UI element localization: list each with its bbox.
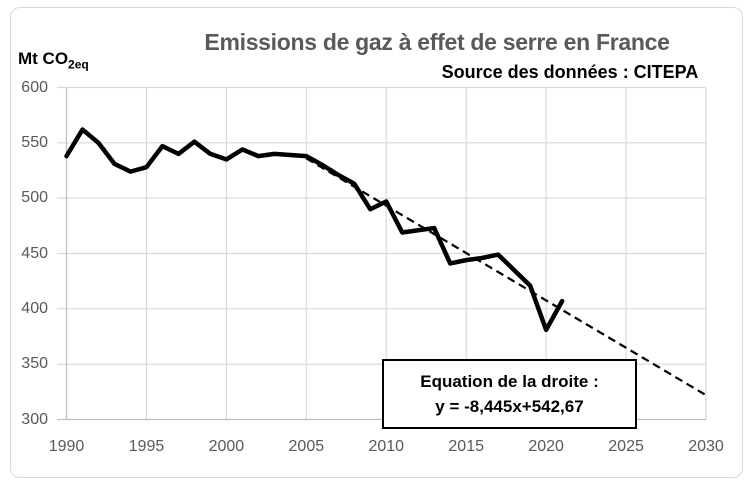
chart-subtitle: Source des données : CITEPA	[441, 62, 699, 82]
x-tick-label-2015: 2015	[448, 438, 484, 455]
x-tick-label-2030: 2030	[688, 438, 724, 455]
equation-annotation-box: Equation de la droite : y = -8,445x+542,…	[382, 359, 637, 429]
y-tick-label-550: 550	[21, 133, 48, 151]
y-tick-label-300: 300	[21, 410, 48, 428]
y-tick-label-400: 400	[21, 299, 48, 317]
y-axis-unit-sub: 2eq	[68, 57, 89, 72]
x-tick-label-2020: 2020	[528, 438, 564, 455]
x-tick-label-1995: 1995	[128, 438, 165, 455]
y-tick-label-450: 450	[21, 244, 48, 262]
annotation-line-2: y = -8,445x+542,67	[435, 397, 584, 416]
annotation-line-1: Equation de la droite :	[420, 371, 599, 391]
y-tick-label-350: 350	[21, 355, 48, 373]
x-tick-label-2000: 2000	[208, 438, 245, 455]
chart-title: Emissions de gaz à effet de serre en Fra…	[204, 29, 670, 55]
x-tick-label-2005: 2005	[288, 438, 325, 455]
y-axis-unit-label: Mt CO2eq	[18, 49, 89, 71]
emissions-line	[64, 127, 565, 333]
x-tick-label-1990: 1990	[48, 438, 85, 455]
y-tick-label-500: 500	[21, 189, 48, 207]
y-tick-label-600: 600	[21, 78, 48, 96]
y-axis-unit-main: Mt CO	[18, 49, 69, 68]
x-tick-label-2010: 2010	[368, 438, 405, 455]
x-tick-label-2025: 2025	[608, 438, 644, 455]
